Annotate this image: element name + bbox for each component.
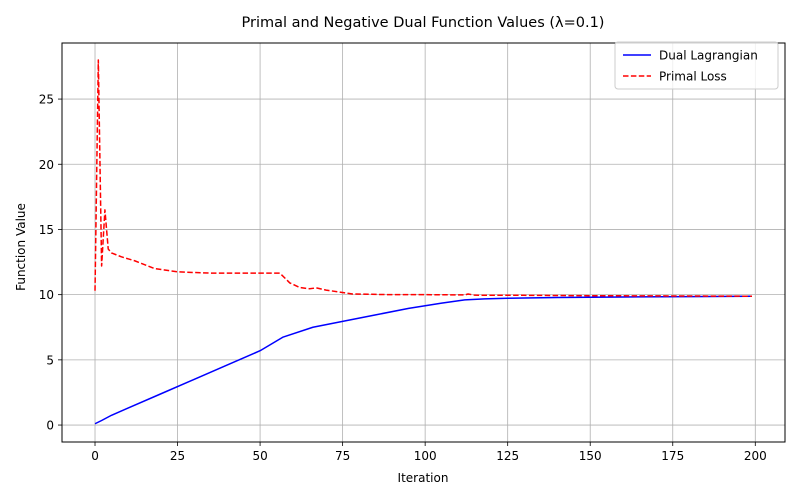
- dual-lagrangian-line: [94, 295, 752, 425]
- y-tick-label: 0: [46, 419, 54, 433]
- x-axis-label: Iteration: [398, 471, 449, 485]
- y-ticks: 0 5 10 15 20 25: [39, 93, 62, 433]
- y-tick-label: 5: [46, 353, 54, 367]
- y-tick-label: 20: [39, 158, 54, 172]
- x-tick-label: 75: [335, 449, 350, 463]
- y-tick-label: 15: [39, 223, 54, 237]
- plot-lines: [94, 59, 752, 425]
- plot-frame: [61, 42, 786, 443]
- x-tick-label: 100: [414, 449, 437, 463]
- x-tick-label: 0: [91, 449, 99, 463]
- x-ticks: 0 25 50 75 100 125 150 175 200: [91, 442, 767, 463]
- y-tick-label: 10: [39, 288, 54, 302]
- grid: [62, 43, 785, 442]
- y-tick-label: 25: [39, 93, 54, 107]
- legend-label-dual: Dual Lagrangian: [659, 49, 758, 63]
- x-tick-label: 150: [579, 449, 602, 463]
- x-tick-label: 25: [170, 449, 185, 463]
- legend-box: [614, 41, 779, 90]
- x-tick-label: 125: [496, 449, 519, 463]
- x-tick-label: 50: [252, 449, 267, 463]
- chart-title: Primal and Negative Dual Function Values…: [242, 15, 605, 31]
- legend-label-primal: Primal Loss: [659, 70, 727, 84]
- primal-loss-line: [94, 59, 752, 297]
- y-axis-label: Function Value: [14, 203, 28, 291]
- x-tick-label: 175: [661, 449, 684, 463]
- legend: Dual Lagrangian Primal Loss: [614, 41, 779, 90]
- x-tick-label: 200: [744, 449, 767, 463]
